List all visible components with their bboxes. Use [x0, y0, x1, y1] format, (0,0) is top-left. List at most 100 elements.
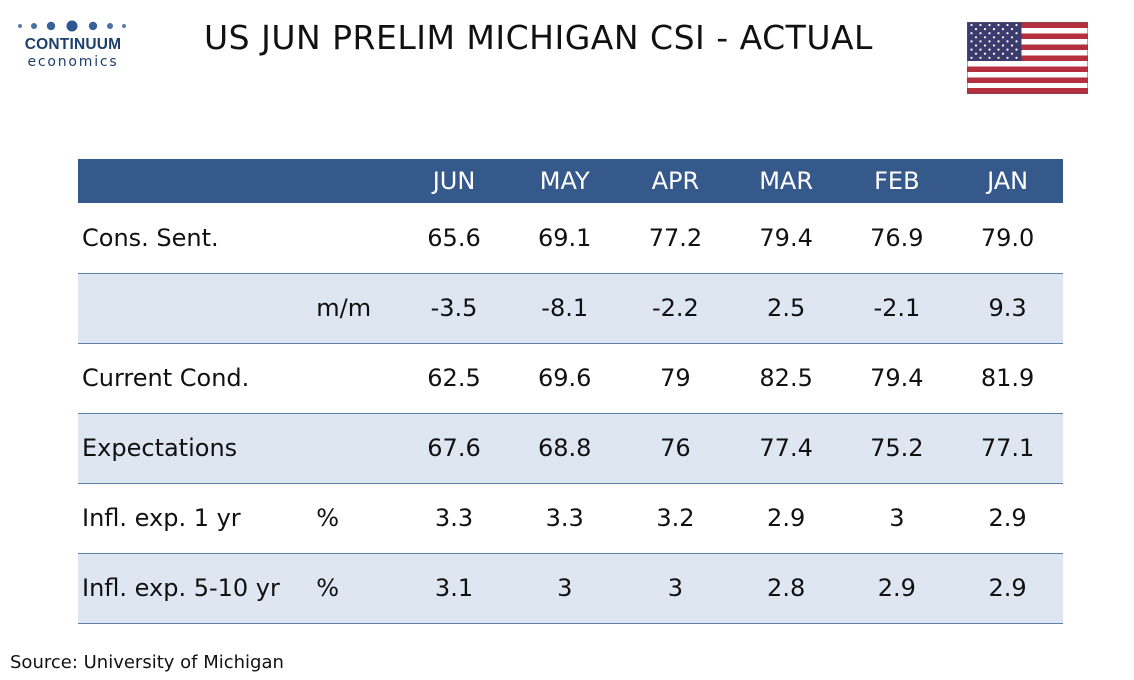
- table-cell: 69.6: [537, 364, 592, 392]
- flag-star: [979, 32, 982, 35]
- flag-star: [974, 36, 978, 39]
- table-cell: 2.9: [988, 504, 1027, 532]
- flag-star: [979, 23, 982, 27]
- table-cell: 67.6: [427, 434, 481, 462]
- flag-star: [979, 48, 982, 51]
- table-cell: -3.5: [430, 294, 478, 322]
- flag-star: [970, 48, 973, 51]
- table-cell: -2.2: [652, 294, 699, 322]
- flag-star: [1010, 28, 1014, 31]
- flag-star: [974, 28, 978, 31]
- flag-star: [1006, 32, 1009, 35]
- table-cell: 3.1: [434, 574, 474, 602]
- table-cell: -8.1: [541, 294, 589, 322]
- table-cell: 76: [660, 434, 691, 462]
- table-header-row: JUN MAY APR MAR FEB JAN: [78, 159, 1063, 203]
- table-cell: 79.0: [980, 223, 1035, 252]
- source-note: Source: University of Michigan: [10, 652, 284, 673]
- column-header: APR: [651, 167, 700, 195]
- row-unit: [310, 343, 398, 413]
- table-cell: 2.8: [767, 574, 806, 602]
- flag-star: [983, 36, 987, 39]
- flag-star: [992, 36, 996, 39]
- column-header: JAN: [987, 167, 1029, 195]
- table-cell: 9.3: [988, 294, 1027, 322]
- row-label: Expectations: [82, 434, 238, 462]
- flag-star: [988, 23, 991, 27]
- flag-star: [1006, 56, 1009, 59]
- table-cell: 76.9: [870, 223, 924, 252]
- flag-star: [988, 40, 991, 43]
- flag-star: [997, 48, 1000, 51]
- data-table: JUN MAY APR MAR FEB JAN Cons. Sent. 65.6…: [78, 159, 1063, 624]
- table-row: Infl. exp. 5-10 yr % 3.1 3 3 2.8 2.9 2.9: [78, 553, 1063, 623]
- flag-star: [988, 32, 991, 35]
- table-row: Expectations 67.6 68.8 76 77.4 75.2 77.1: [78, 413, 1063, 483]
- logo-subtitle: economics: [27, 54, 119, 70]
- flag-star: [1001, 52, 1005, 55]
- table-cell: 79: [660, 364, 691, 392]
- row-label: Infl. exp. 5-10 yr: [82, 574, 280, 602]
- flag-star: [988, 48, 991, 51]
- flag-star: [1015, 32, 1018, 35]
- flag-star: [970, 32, 973, 35]
- flag-star: [979, 56, 982, 59]
- flag-star: [1001, 44, 1005, 47]
- flag-star: [997, 23, 1000, 27]
- flag-star: [970, 40, 973, 43]
- flag-star: [997, 56, 1000, 59]
- flag-star: [983, 44, 987, 47]
- table-cell: 3.3: [434, 504, 474, 532]
- flag-star: [979, 40, 982, 43]
- flag-star: [983, 28, 987, 31]
- table-cell: 79.4: [759, 223, 813, 252]
- row-label: Current Cond.: [82, 364, 250, 392]
- table-row: Cons. Sent. 65.6 69.1 77.2 79.4 76.9 79.…: [78, 203, 1063, 273]
- column-header: JUN: [432, 167, 476, 195]
- row-label: Infl. exp. 1 yr: [82, 504, 241, 532]
- table-cell: 77.4: [759, 434, 813, 462]
- table-cell: 69.1: [537, 223, 592, 252]
- header-blank-cell: [78, 159, 310, 203]
- table-cell: 3: [557, 574, 573, 602]
- table-row: m/m -3.5 -8.1 -2.2 2.5 -2.1 9.3: [78, 273, 1063, 343]
- flag-star: [992, 52, 996, 55]
- row-unit: m/m: [316, 294, 372, 322]
- flag-star: [1015, 23, 1018, 27]
- row-unit: %: [316, 574, 340, 602]
- flag-star: [1006, 23, 1009, 27]
- row-label: [78, 273, 310, 343]
- row-label: Cons. Sent.: [82, 223, 219, 252]
- flag-star: [1010, 52, 1014, 55]
- flag-star: [1001, 36, 1005, 39]
- table-cell: 3: [889, 504, 905, 532]
- flag-star: [1001, 28, 1005, 31]
- flag-star: [992, 44, 996, 47]
- page-title: US JUN PRELIM MICHIGAN CSI - ACTUAL: [204, 18, 873, 57]
- table-cell: 3.3: [545, 504, 584, 532]
- column-header: MAY: [539, 167, 590, 195]
- table-row: Infl. exp. 1 yr % 3.3 3.3 3.2 2.9 3 2.9: [78, 483, 1063, 553]
- flag-star: [1006, 48, 1009, 51]
- table-cell: 79.4: [870, 364, 924, 392]
- table-cell: 2.9: [877, 574, 916, 602]
- column-header: FEB: [874, 167, 920, 195]
- table-cell: 3: [667, 574, 684, 602]
- continuum-logo: CONTINUUM economics: [14, 14, 132, 76]
- logo-name: CONTINUUM: [24, 36, 122, 53]
- flag-star: [988, 56, 991, 59]
- flag-star: [992, 28, 996, 31]
- flag-star: [1006, 40, 1009, 43]
- flag-star: [997, 32, 1000, 35]
- row-unit: %: [316, 504, 340, 532]
- row-unit: [310, 413, 398, 483]
- flag-star: [1015, 48, 1018, 51]
- table-cell: 65.6: [427, 223, 481, 252]
- table-cell: 81.9: [980, 364, 1035, 392]
- flag-star: [974, 52, 978, 55]
- flag-star: [970, 23, 973, 27]
- flag-star: [983, 52, 987, 55]
- flag-star: [970, 56, 973, 59]
- table-cell: 77.1: [980, 434, 1035, 462]
- table-row: Current Cond. 62.5 69.6 79 82.5 79.4 81.…: [78, 343, 1063, 413]
